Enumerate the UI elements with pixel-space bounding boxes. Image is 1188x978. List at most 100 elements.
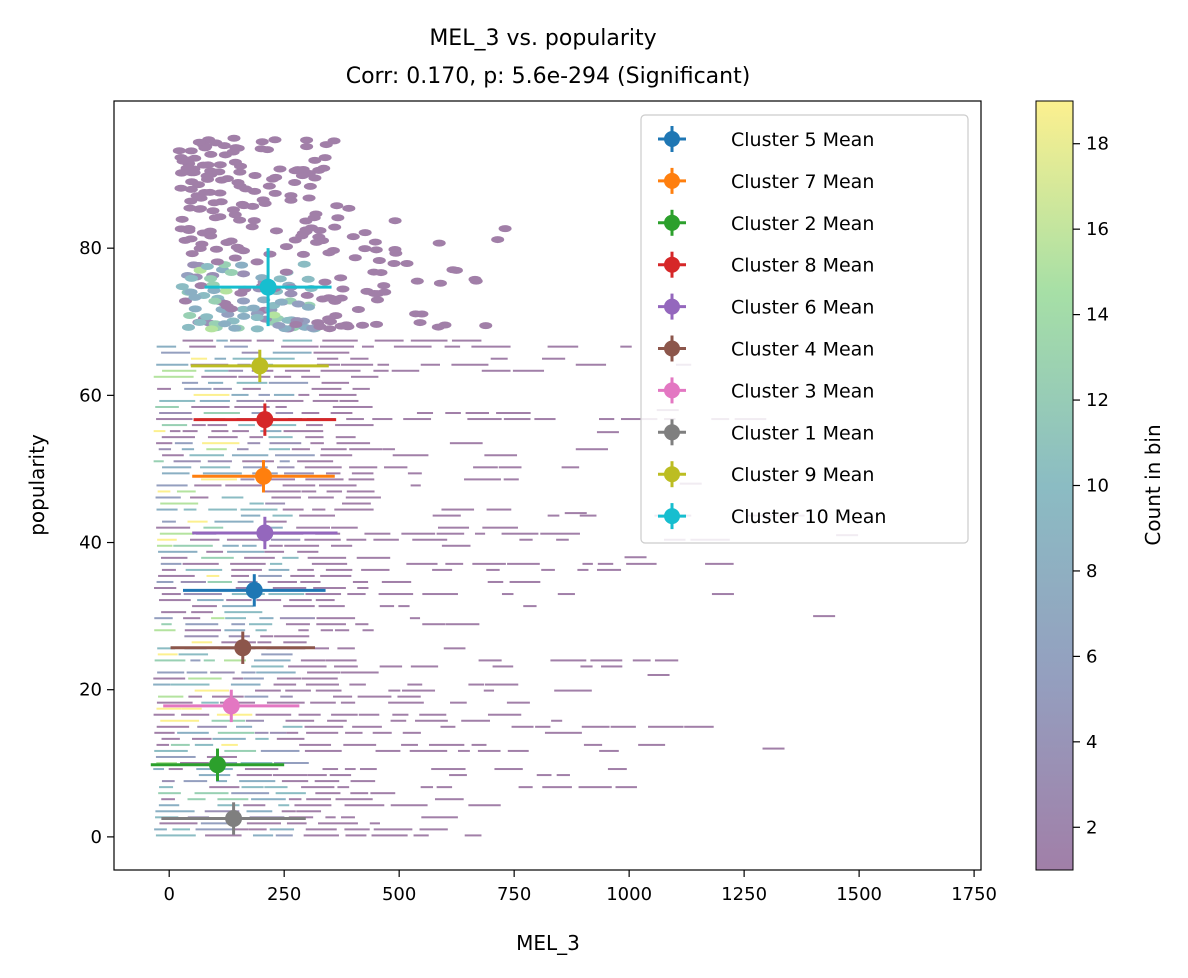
hexbin-cell (336, 442, 371, 445)
hexbin-cell (298, 393, 310, 396)
hexbin-cell (303, 834, 339, 837)
hexbin-cell (228, 158, 242, 166)
hexbin-cell (278, 804, 290, 807)
hexbin-cell (272, 587, 307, 590)
x-tick-label: 1250 (721, 884, 767, 905)
hexbin-cell (467, 418, 502, 421)
hexbin-cell (204, 369, 229, 372)
hexbin-cell (491, 236, 505, 244)
hexbin-cell (268, 136, 282, 144)
legend-entry: Cluster 8 Mean (658, 251, 874, 278)
hexbin-cell (306, 798, 332, 801)
hexbin-cell (348, 478, 375, 481)
hexbin-cell (494, 768, 523, 771)
hexbin-cell (457, 749, 470, 752)
hexbin-cell (162, 520, 176, 523)
hexbin-cell (157, 653, 178, 656)
hexbin-cell (335, 424, 374, 427)
hexbin-cell (216, 780, 228, 783)
hexbin-cell (406, 562, 438, 565)
hexbin-cell (178, 297, 192, 305)
hexbin-cell (154, 617, 173, 620)
hexbin-cell (323, 325, 337, 333)
hexbin-cell (361, 568, 390, 571)
hexbin-cell (372, 731, 392, 734)
hexbin-cell (379, 605, 395, 608)
hexbin-cell (334, 508, 374, 511)
hexbin-cell (486, 568, 500, 571)
hexbin-cell (157, 387, 171, 390)
hexbin-cell (235, 200, 249, 208)
hexbin-cell (392, 713, 409, 716)
hexbin-cell (161, 593, 181, 596)
hexbin-cell (250, 314, 264, 322)
hexbin-cell (182, 339, 214, 342)
hexbin-cell (155, 405, 179, 408)
hexbin-cell (231, 574, 250, 577)
hexbin-cell (312, 508, 326, 511)
hexbin-cell (544, 731, 582, 734)
hexbin-cell (241, 786, 264, 789)
hexbin-cell (388, 689, 401, 692)
hexbin-cell (541, 568, 555, 571)
hexbin-cell (268, 593, 305, 596)
hexbin-cell (279, 617, 315, 620)
hexbin-cell (350, 375, 379, 378)
hexbin-cell (190, 538, 220, 541)
hexbin-cell (373, 828, 413, 831)
y-axis: 0 20 40 60 80 (79, 238, 114, 848)
legend-entry: Cluster 7 Mean (658, 167, 874, 194)
hexbin-cell (197, 725, 227, 728)
legend-marker (664, 214, 680, 231)
hexbin-cell (304, 466, 342, 469)
hexbin-cell (267, 311, 281, 319)
cluster-mean-point (192, 516, 338, 550)
hexbin-cell (197, 599, 224, 602)
hexbin-cell (325, 472, 341, 475)
hexbin-cell (156, 484, 188, 487)
hexbin-cell (507, 749, 529, 752)
mean-marker (208, 756, 226, 774)
hexbin-cell (511, 725, 534, 728)
hexbin-cell (596, 568, 622, 571)
hexbin-cell (355, 623, 369, 626)
hexbin-cell (204, 275, 218, 283)
hexbin-cell (304, 538, 341, 541)
hexbin-cell (200, 263, 214, 271)
hexbin-cell (328, 223, 342, 231)
hexbin-cell (156, 701, 193, 704)
hexbin-cell (441, 544, 471, 547)
hexbin-cell (200, 466, 231, 469)
hexbin-cell (161, 737, 180, 740)
hexbin-cell (436, 532, 465, 535)
hexbin-cell (190, 659, 201, 662)
hexbin-cell (451, 339, 482, 342)
hexbin-cell (260, 749, 300, 752)
hexbin-cell (352, 725, 382, 728)
hexbin-cell (254, 731, 269, 734)
hexbin-cell (556, 538, 569, 541)
cluster-mean-point (170, 631, 315, 664)
hexbin-cell (340, 363, 374, 366)
legend-entry: Cluster 9 Mean (658, 461, 874, 488)
hexbin-cell (313, 587, 346, 590)
hexbin-cell (207, 381, 224, 384)
x-tick-label: 1750 (951, 884, 997, 905)
hexbin-cell (161, 780, 175, 783)
hexbin-cell (468, 804, 501, 807)
hexbin-cell (195, 240, 209, 248)
hexbin-cell (332, 405, 373, 408)
hexbin-cell (322, 339, 358, 342)
hexbin-cell (261, 653, 293, 656)
hexbin-cell (300, 580, 321, 583)
hexbin-cell (289, 599, 312, 602)
hexbin-cell (154, 659, 186, 662)
hexbin-cell (305, 593, 342, 596)
mean-marker (256, 411, 274, 429)
hexbin-cell (299, 514, 336, 517)
hexbin-cell (481, 369, 511, 372)
hexbin-cell (154, 731, 175, 734)
hexbin-cell (375, 749, 401, 752)
hexbin-cell (162, 369, 197, 372)
hexbin-cell (330, 412, 353, 415)
